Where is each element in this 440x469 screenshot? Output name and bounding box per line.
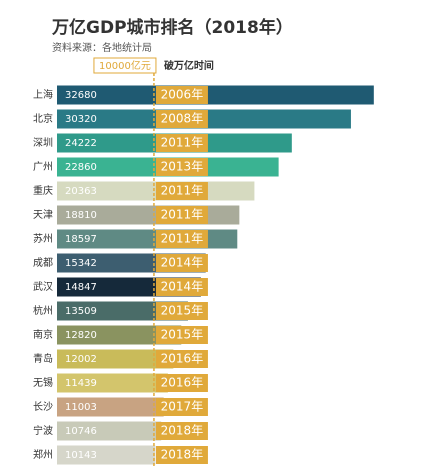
category-label: 杭州 <box>33 304 53 317</box>
break-year-label: 2018年 <box>161 448 204 462</box>
break-year-box <box>155 446 208 464</box>
break-year-box <box>155 422 208 440</box>
break-year-label: 2011年 <box>161 232 204 246</box>
category-label: 上海 <box>33 88 53 101</box>
value-label: 32680 <box>65 90 97 101</box>
value-label: 18597 <box>65 234 97 245</box>
break-year-label: 2013年 <box>161 160 204 174</box>
break-year-label: 2017年 <box>161 400 204 414</box>
break-year-label: 2014年 <box>161 256 204 270</box>
bar <box>57 397 164 417</box>
value-label: 22860 <box>65 162 97 173</box>
value-label: 18810 <box>65 210 97 221</box>
break-year-box <box>155 374 208 392</box>
category-label: 武汉 <box>33 280 53 293</box>
value-label: 11439 <box>65 378 97 389</box>
category-label: 南京 <box>33 328 53 341</box>
break-year-box <box>155 278 208 296</box>
break-year-box <box>155 398 208 416</box>
value-label: 12820 <box>65 330 97 341</box>
category-label: 广州 <box>33 161 53 173</box>
bar <box>57 445 156 465</box>
value-label: 24222 <box>65 138 97 149</box>
break-year-box <box>155 230 208 248</box>
break-year-box <box>155 158 208 176</box>
break-year-label: 2015年 <box>161 328 204 342</box>
category-label: 长沙 <box>33 401 53 413</box>
bar <box>57 421 162 441</box>
break-year-label: 2011年 <box>161 136 204 150</box>
bar <box>57 325 182 345</box>
value-label: 20363 <box>65 186 97 197</box>
break-year-box <box>155 302 208 320</box>
break-year-label: 2016年 <box>161 376 204 390</box>
chart-subtitle: 资料来源：各地统计局 <box>52 41 152 54</box>
value-label: 14847 <box>65 282 97 293</box>
value-label: 30320 <box>65 114 97 125</box>
chart-title: 万亿GDP城市排名（2018年） <box>51 17 293 38</box>
bar <box>57 373 168 393</box>
bar <box>57 349 174 369</box>
break-year-label: 2011年 <box>161 208 204 222</box>
break-year-label: 2011年 <box>161 184 204 198</box>
category-label: 北京 <box>33 112 53 125</box>
break-year-box <box>155 206 208 224</box>
category-label: 苏州 <box>33 232 53 245</box>
break-year-label: 2016年 <box>161 352 204 366</box>
break-year-header: 破万亿时间 <box>164 59 214 72</box>
break-year-box <box>155 326 208 344</box>
break-year-label: 2018年 <box>161 424 204 438</box>
category-label: 重庆 <box>33 184 53 197</box>
break-year-label: 2015年 <box>161 304 204 318</box>
break-year-box <box>155 110 208 128</box>
category-label: 无锡 <box>33 376 53 389</box>
break-year-box <box>155 254 208 272</box>
break-year-label: 2014年 <box>161 280 204 294</box>
category-label: 青岛 <box>33 352 53 365</box>
value-label: 10143 <box>65 450 97 461</box>
bar <box>57 301 188 321</box>
bar <box>57 85 374 105</box>
category-label: 郑州 <box>33 448 53 461</box>
category-label: 天津 <box>33 209 53 221</box>
reference-label: 10000亿元 <box>99 59 151 72</box>
reference-label-box <box>93 57 157 74</box>
break-year-label: 2006年 <box>161 88 204 102</box>
value-label: 12002 <box>65 354 97 365</box>
break-year-label: 2008年 <box>161 112 204 126</box>
break-year-box <box>155 182 208 200</box>
break-year-box <box>155 134 208 152</box>
value-label: 15342 <box>65 258 97 269</box>
category-label: 深圳 <box>33 137 53 149</box>
value-label: 10746 <box>65 426 97 437</box>
break-year-box <box>155 86 208 104</box>
category-label: 宁波 <box>33 424 53 437</box>
category-label: 成都 <box>33 257 53 269</box>
value-label: 11003 <box>65 402 97 413</box>
break-year-box <box>155 350 208 368</box>
value-label: 13509 <box>65 306 97 317</box>
